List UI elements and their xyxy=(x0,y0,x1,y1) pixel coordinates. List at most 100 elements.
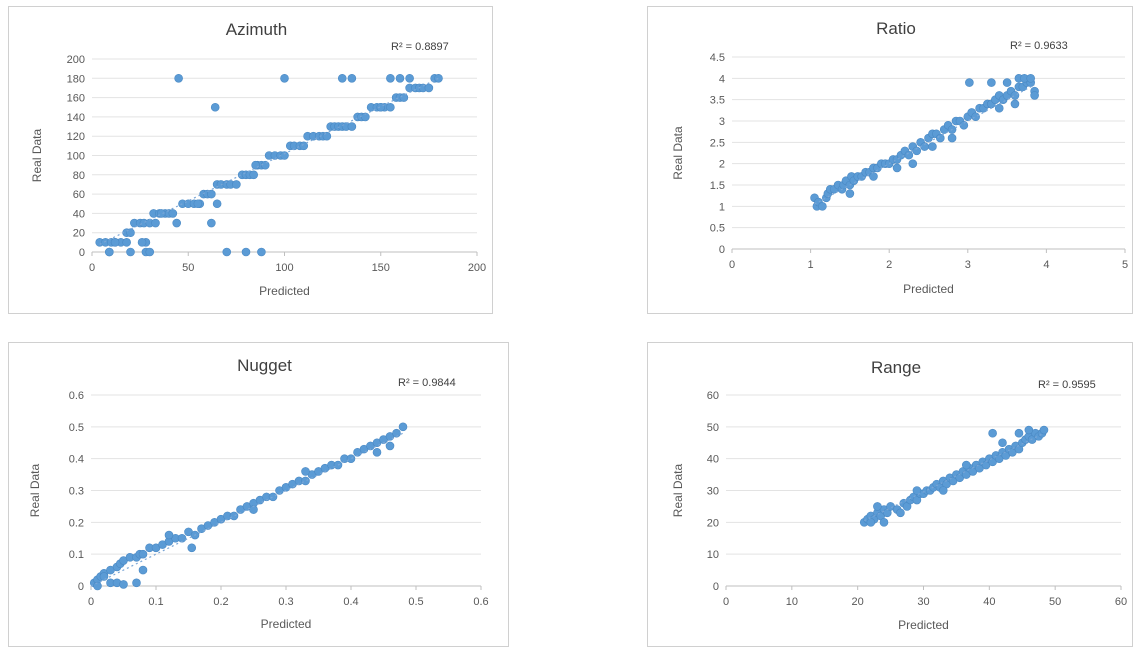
y-tick-label: 200 xyxy=(67,54,85,66)
trend-line xyxy=(99,77,439,245)
data-point xyxy=(866,518,876,527)
x-tick-label: 10 xyxy=(786,596,798,608)
data-point xyxy=(892,163,902,173)
data-point xyxy=(424,83,434,93)
r-squared-label: R² = 0.8897 xyxy=(391,41,449,53)
data-point xyxy=(126,247,135,257)
x-axis-label: Predicted xyxy=(903,282,954,296)
y-tick-label: 0.4 xyxy=(69,454,84,466)
data-point xyxy=(938,486,948,495)
x-tick-label: 50 xyxy=(182,262,194,274)
data-point xyxy=(971,112,980,122)
y-tick-label: 0 xyxy=(78,581,84,593)
data-point xyxy=(212,199,222,209)
data-point xyxy=(301,476,310,486)
x-axis-label: Predicted xyxy=(898,618,949,632)
ratio-chart: 0 0.5 1 1.5 2 2.5 3 3.5 4 4.5 0 1 2 3 4 5 Ratio Predicted… xyxy=(671,19,1128,296)
azimuth-chart: 0 20 40 60 80 100 120 140 160 180 200 0 50 100 150 200 A… xyxy=(30,20,486,298)
data-point xyxy=(965,78,974,87)
data-point xyxy=(395,74,405,83)
y-tick-label: 4.5 xyxy=(710,52,725,64)
data-point xyxy=(912,486,922,495)
data-point xyxy=(280,151,289,160)
data-point xyxy=(99,572,109,581)
y-tick-label: 30 xyxy=(707,486,719,498)
data-point xyxy=(257,247,266,257)
x-tick-label: 0 xyxy=(723,596,729,608)
data-point xyxy=(904,150,914,160)
data-point xyxy=(873,502,882,511)
y-tick-label: 1 xyxy=(719,201,725,213)
data-point xyxy=(207,189,216,199)
y-tick-label: 0.6 xyxy=(69,390,84,402)
data-point xyxy=(249,505,258,514)
x-tick-label: 100 xyxy=(275,262,293,274)
data-point xyxy=(879,518,889,527)
y-tick-label: 0 xyxy=(719,244,725,256)
data-point xyxy=(869,172,878,181)
y-tick-label: 4 xyxy=(719,73,725,85)
data-point xyxy=(187,543,197,553)
y-tick-label: 3 xyxy=(719,116,725,128)
data-point xyxy=(138,565,148,575)
y-tick-label: 40 xyxy=(73,208,85,220)
y-axis-label: Real Data xyxy=(28,464,42,518)
data-point xyxy=(145,247,155,257)
data-point xyxy=(988,428,997,438)
chart-title: Range xyxy=(871,358,921,377)
data-point xyxy=(151,218,160,228)
y-tick-label: 0.2 xyxy=(69,517,84,529)
x-tick-label: 30 xyxy=(917,596,929,608)
y-tick-label: 40 xyxy=(707,454,719,466)
x-tick-label: 1 xyxy=(808,259,814,271)
x-tick-label: 4 xyxy=(1043,259,1049,271)
r-squared-label: R² = 0.9844 xyxy=(398,377,456,389)
data-point xyxy=(93,581,102,591)
y-tick-label: 20 xyxy=(73,228,85,240)
y-tick-label: 50 xyxy=(707,422,719,434)
data-point xyxy=(1030,91,1039,100)
data-point xyxy=(260,160,270,170)
data-point xyxy=(994,103,1004,113)
y-tick-label: 2.5 xyxy=(710,137,725,149)
x-tick-label: 150 xyxy=(372,262,390,274)
x-tick-label: 0 xyxy=(729,259,735,271)
data-point xyxy=(137,238,147,247)
data-point xyxy=(987,78,996,87)
data-point xyxy=(268,492,278,502)
data-point xyxy=(372,448,382,457)
data-point xyxy=(119,580,128,589)
range-chart: 0 10 20 30 40 50 60 0 10 20 30 40 50 60 Range Predicted… xyxy=(671,358,1127,632)
y-tick-label: 0.5 xyxy=(710,223,725,235)
data-point xyxy=(398,422,408,432)
data-point xyxy=(405,74,414,83)
y-tick-label: 2 xyxy=(719,159,725,171)
y-axis-label: Real Data xyxy=(671,126,685,180)
y-tick-label: 160 xyxy=(67,93,85,105)
x-tick-label: 0.2 xyxy=(213,596,228,608)
data-point xyxy=(935,133,945,143)
data-point xyxy=(1024,425,1034,435)
y-tick-label: 100 xyxy=(67,151,85,163)
data-point xyxy=(1014,428,1024,438)
data-point xyxy=(347,122,357,131)
data-point xyxy=(138,549,148,559)
r-squared-label: R² = 0.9595 xyxy=(1038,379,1096,391)
range-chart-panel: 0 10 20 30 40 50 60 0 10 20 30 40 50 60 Range Predicted… xyxy=(647,342,1133,647)
y-tick-label: 0.3 xyxy=(69,486,84,498)
data-point xyxy=(110,238,120,247)
data-point xyxy=(386,74,395,83)
data-point xyxy=(399,93,409,102)
trend-line xyxy=(814,84,1035,205)
y-tick-label: 20 xyxy=(707,517,719,529)
data-point xyxy=(174,74,183,83)
data-point xyxy=(222,247,232,257)
y-axis-label: Real Data xyxy=(671,464,685,518)
y-tick-label: 0.1 xyxy=(69,549,84,561)
data-point xyxy=(251,160,260,170)
x-tick-label: 0.5 xyxy=(408,596,423,608)
x-tick-label: 0 xyxy=(88,596,94,608)
x-tick-label: 40 xyxy=(983,596,995,608)
data-point xyxy=(193,199,203,209)
data-point xyxy=(998,438,1007,448)
